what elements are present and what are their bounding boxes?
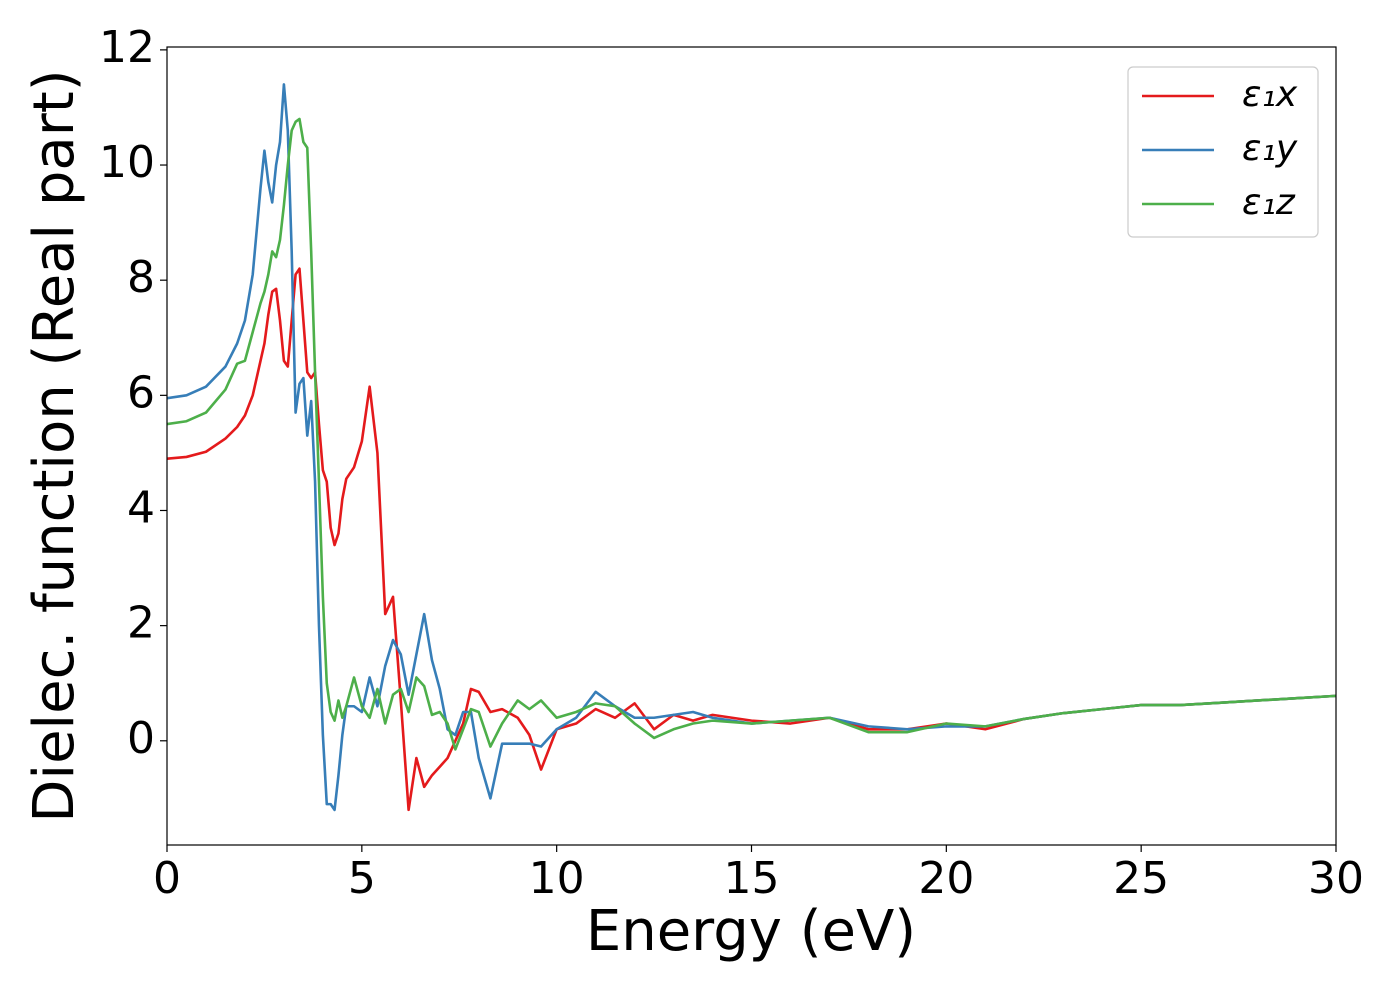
plot-area (167, 83, 1336, 812)
y-tick-label: 10 (99, 137, 155, 188)
x-tick-label: 15 (724, 853, 780, 904)
y-axis-label: Dielec. function (Real part) (22, 69, 87, 822)
y-tick-label: 6 (127, 367, 155, 418)
x-tick-label: 30 (1308, 853, 1364, 904)
legend-box (1127, 66, 1319, 238)
legend-label: ε₁z (1242, 182, 1296, 223)
series-line (167, 83, 1336, 812)
series-line (167, 117, 1336, 751)
y-tick-label: 2 (127, 598, 155, 649)
x-tick-label: 5 (348, 853, 376, 904)
y-tick-label: 12 (99, 22, 155, 73)
legend-label: ε₁y (1242, 128, 1298, 169)
x-tick-label: 25 (1113, 853, 1169, 904)
x-tick-label: 10 (529, 853, 585, 904)
plot-frame (166, 46, 1337, 846)
x-tick-label: 0 (153, 853, 181, 904)
y-tick-label: 0 (127, 713, 155, 764)
y-tick-label: 4 (127, 482, 155, 533)
x-tick-label: 20 (918, 853, 974, 904)
x-axis-label: Energy (eV) (586, 899, 916, 964)
y-tick-label: 8 (127, 252, 155, 303)
legend-label: ε₁x (1242, 74, 1298, 115)
